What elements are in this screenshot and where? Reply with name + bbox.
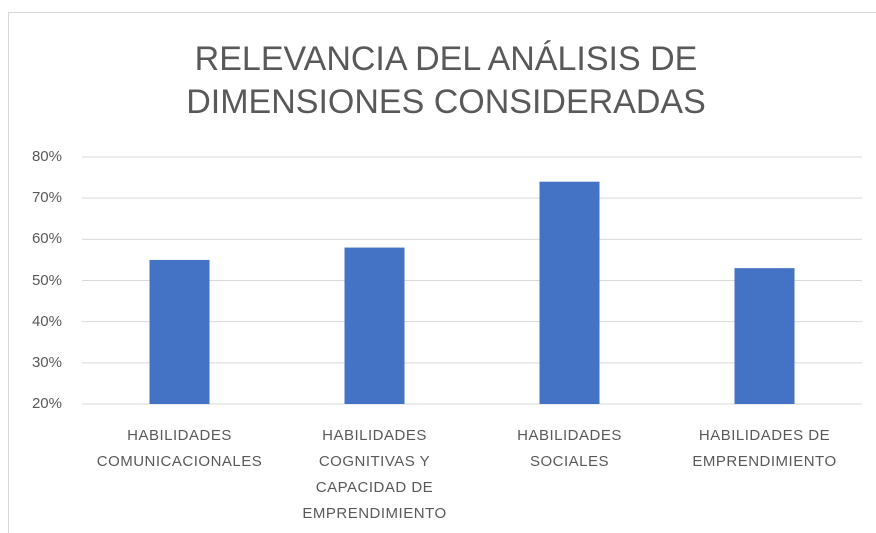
x-tick-label: HABILIDADES COGNITIVAS Y CAPACIDAD DE EM… <box>302 427 447 522</box>
y-tick-label: 40% <box>31 312 62 330</box>
bar <box>344 247 405 404</box>
chart-border <box>8 12 876 533</box>
x-tick-label: HABILIDADES DE EMPRENDIMIENTO <box>692 427 837 470</box>
bar <box>149 259 210 404</box>
bar <box>539 181 600 404</box>
y-tick-label: 50% <box>31 271 62 289</box>
y-tick-label: 70% <box>31 189 62 207</box>
chart-title: RELEVANCIA DEL ANÁLISIS DE DIMENSIONES C… <box>186 40 706 121</box>
x-tick-label: HABILIDADES COMUNICACIONALES <box>96 427 263 470</box>
x-tick-label: HABILIDADES SOCIALES <box>517 427 622 470</box>
bar <box>734 268 795 404</box>
y-tick-label: 60% <box>31 230 62 248</box>
y-tick-label: 80% <box>31 148 62 165</box>
y-tick-label: 30% <box>31 353 62 371</box>
y-tick-label: 20% <box>31 395 62 412</box>
